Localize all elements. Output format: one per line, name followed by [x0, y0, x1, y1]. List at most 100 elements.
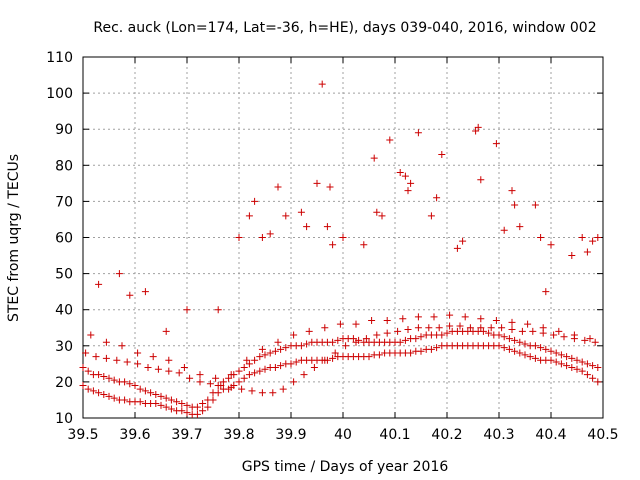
y-tick-label: 80 [55, 158, 73, 174]
data-point [362, 335, 370, 343]
data-point [407, 179, 415, 187]
data-point [492, 140, 500, 148]
data-point [126, 291, 134, 299]
x-axis-label: GPS time / Days of year 2016 [242, 459, 449, 475]
data-point [495, 331, 503, 339]
data-point [326, 183, 334, 191]
data-point [251, 197, 259, 205]
data-point [373, 208, 381, 216]
chart-title: Rec. auck (Lon=174, Lat=-36, h=HE), days… [93, 20, 596, 36]
data-point [277, 362, 285, 370]
data-point [238, 385, 246, 393]
data-point [500, 333, 508, 341]
data-point [209, 389, 217, 397]
data-point [162, 327, 170, 335]
data-point [498, 324, 506, 332]
data-point [453, 244, 461, 252]
data-point [552, 358, 560, 366]
data-point [552, 349, 560, 357]
data-point [157, 392, 165, 400]
data-point [329, 354, 337, 362]
data-point [110, 394, 118, 402]
data-point [152, 400, 160, 408]
data-point [568, 363, 576, 371]
data-point [401, 336, 409, 344]
y-axis-label: STEC from uqrg / TECUs [6, 154, 22, 322]
data-point [459, 237, 467, 245]
data-point [121, 378, 129, 386]
x-tick-labels: 39.5 39.6 39.7 39.8 39.9 40 40.1 40.2 40.3 40.4 40… [67, 427, 618, 443]
data-point [154, 365, 162, 373]
data-point [339, 234, 347, 241]
data-point [251, 369, 259, 377]
data-point [583, 360, 591, 368]
data-point [193, 410, 201, 418]
data-point [412, 335, 420, 343]
data-point [539, 324, 547, 332]
data-point [485, 329, 493, 337]
x-tick-label: 39.9 [275, 427, 306, 443]
data-point [95, 371, 103, 379]
data-point [147, 389, 155, 397]
data-point [126, 380, 134, 388]
data-point [141, 387, 149, 395]
data-point [290, 331, 298, 339]
data-point [360, 241, 368, 249]
data-point [245, 371, 253, 379]
data-point [266, 349, 274, 357]
data-point [537, 234, 545, 241]
data-point [373, 331, 381, 339]
data-point [196, 378, 204, 386]
data-point [258, 234, 266, 241]
data-point [134, 349, 142, 357]
data-point [396, 169, 404, 177]
data-point [258, 345, 266, 353]
data-point [95, 389, 103, 397]
data-point [336, 320, 344, 328]
data-point [383, 329, 391, 337]
data-point [526, 353, 534, 361]
data-point [199, 400, 207, 408]
data-point [511, 347, 519, 355]
data-point [193, 403, 201, 411]
data-point [240, 363, 248, 371]
data-point [134, 360, 142, 368]
data-point [414, 129, 422, 137]
data-point [235, 378, 243, 386]
data-point [178, 400, 186, 408]
data-point [292, 358, 300, 366]
data-point [352, 320, 360, 328]
data-point [414, 324, 422, 332]
data-point [511, 201, 519, 209]
data-point [404, 187, 412, 195]
data-point [383, 317, 391, 325]
data-point [245, 360, 253, 368]
y-tick-label: 100 [46, 86, 73, 102]
data-point [243, 356, 251, 364]
data-point [443, 329, 451, 337]
data-point [589, 374, 597, 382]
data-point [84, 367, 92, 375]
data-point [378, 212, 386, 220]
data-point [269, 389, 277, 397]
data-point [102, 338, 110, 346]
data-point [331, 349, 339, 357]
data-point [87, 331, 95, 339]
data-point [500, 226, 508, 234]
data-point [167, 396, 175, 404]
data-point [199, 407, 207, 415]
data-point [227, 383, 235, 391]
data-point [547, 347, 555, 355]
data-point [505, 345, 513, 353]
data-point [321, 324, 329, 332]
data-point [563, 362, 571, 370]
data-point [183, 306, 191, 314]
data-point [287, 360, 295, 368]
y-tick-label: 50 [55, 267, 73, 283]
data-point [414, 313, 422, 321]
data-point [578, 234, 586, 241]
data-point [438, 331, 446, 339]
data-point [123, 358, 131, 366]
data-point [430, 313, 438, 321]
